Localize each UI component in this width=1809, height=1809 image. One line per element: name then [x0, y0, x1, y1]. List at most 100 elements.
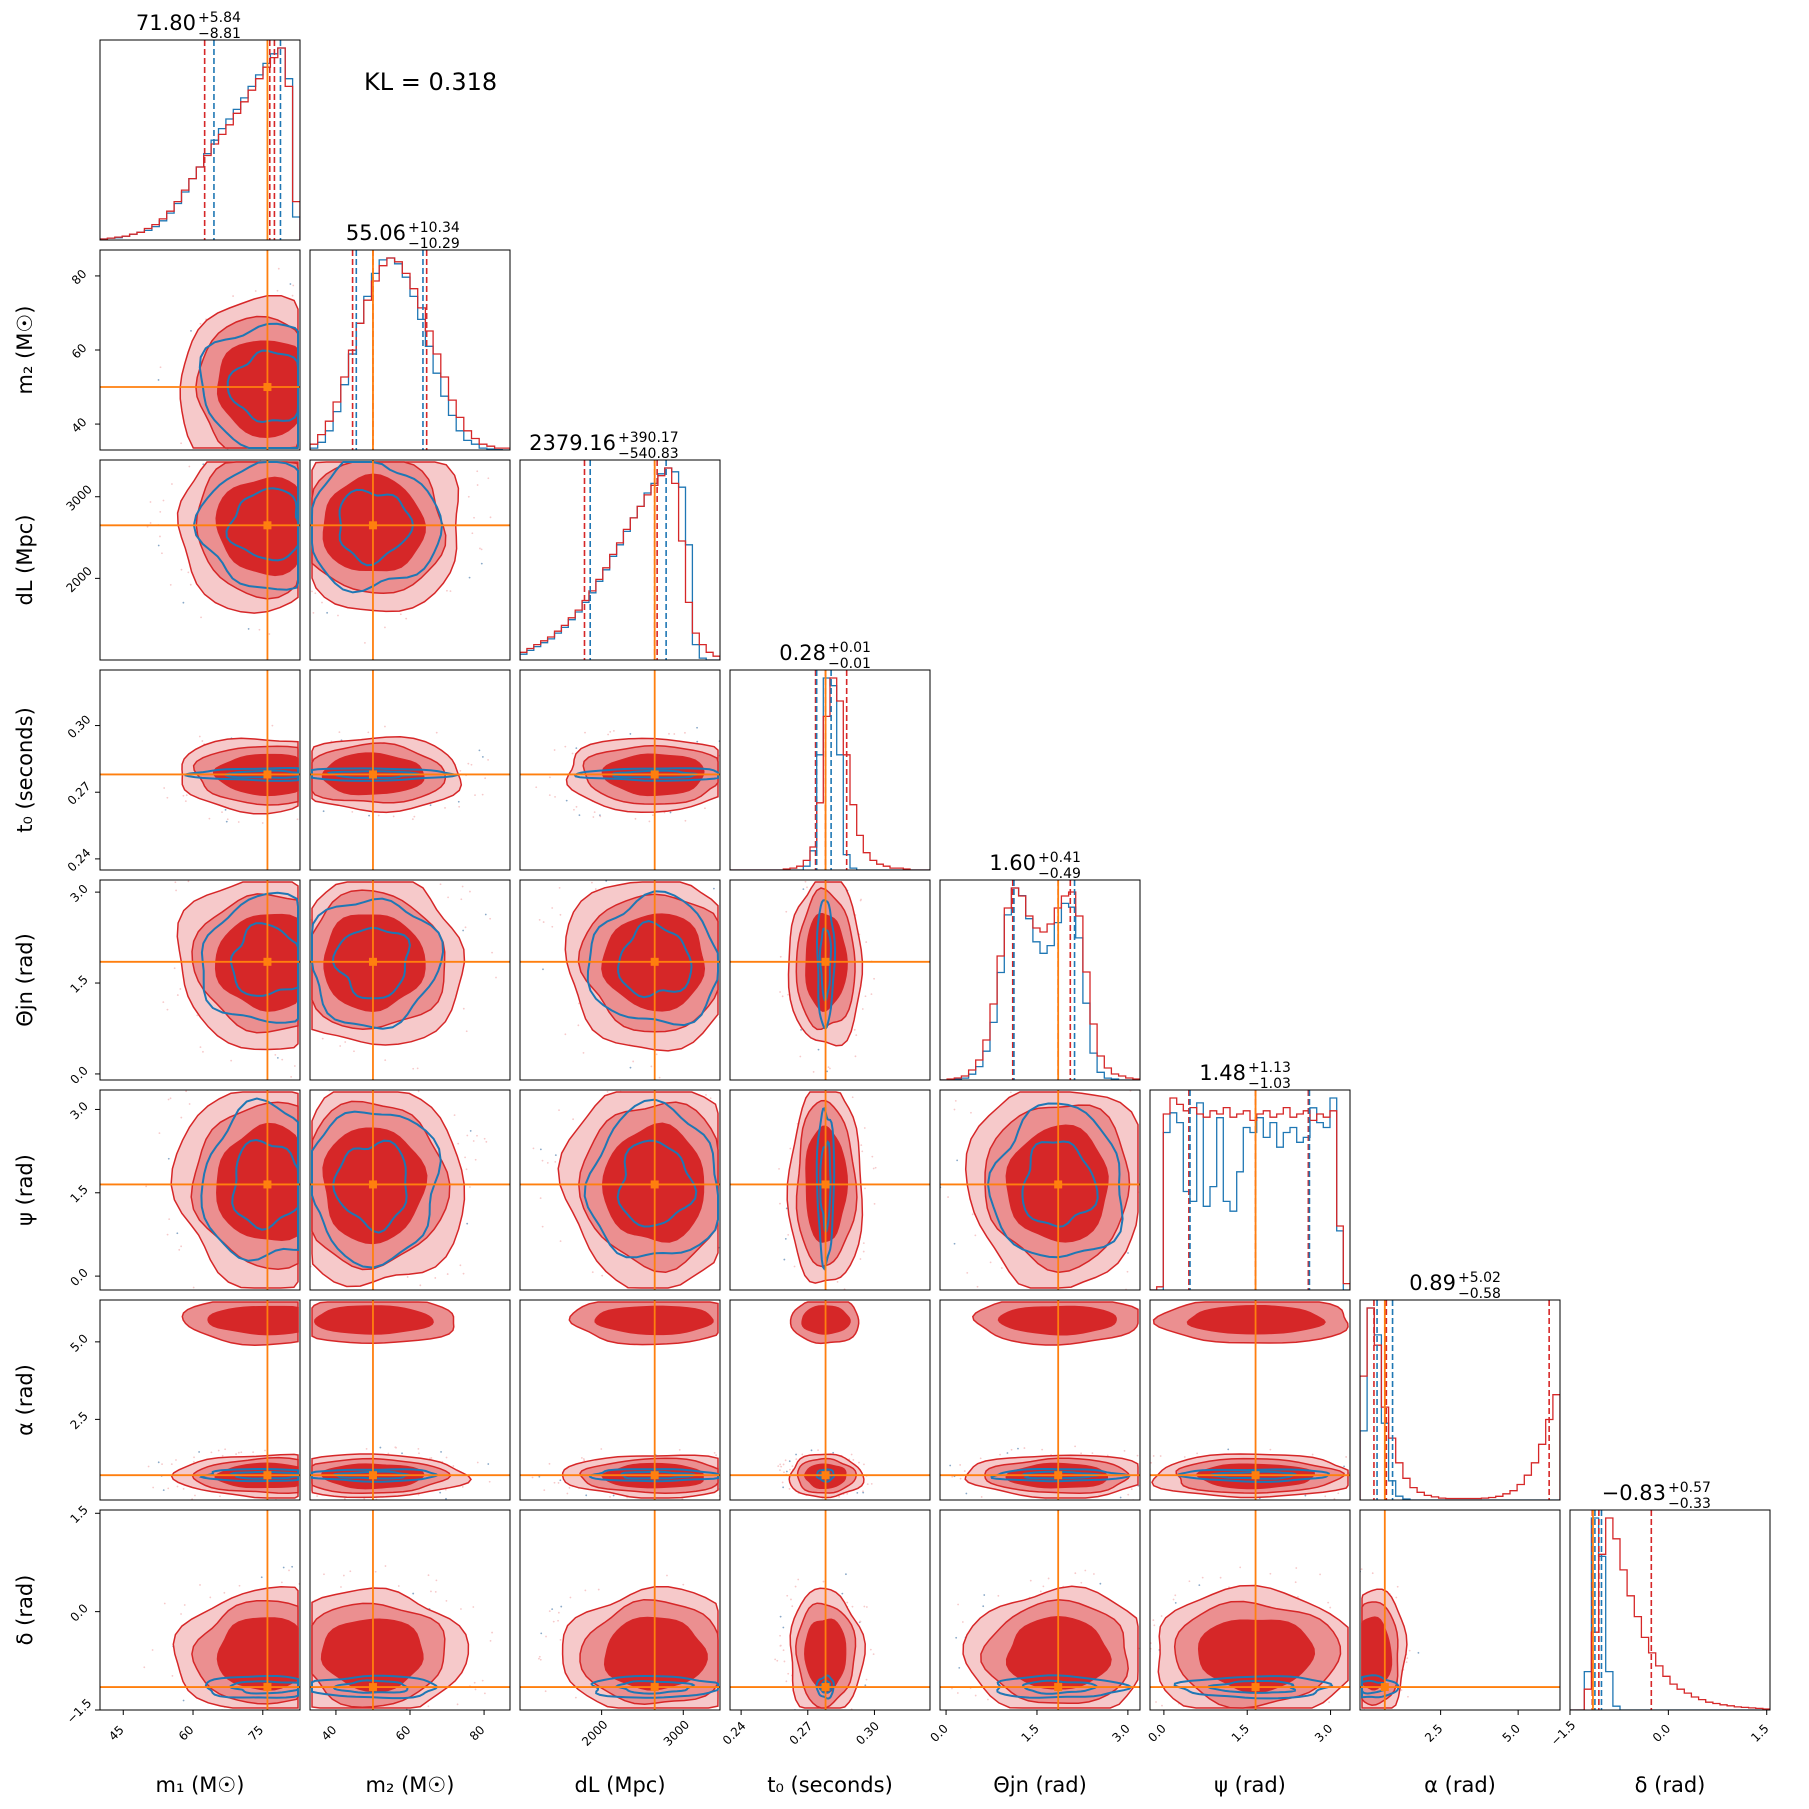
scatter-point — [854, 1055, 857, 1058]
scatter-point — [554, 795, 556, 798]
scatter-point — [859, 1258, 862, 1260]
scatter-point — [729, 1711, 731, 1713]
scatter-point — [673, 1071, 675, 1073]
title-minus-t0: −0.01 — [828, 656, 871, 672]
panel-alpha-m2 — [309, 1299, 511, 1501]
scatter-point — [705, 1094, 707, 1096]
scatter-point — [465, 1168, 468, 1171]
scatter-point — [1023, 1447, 1026, 1449]
scatter-point — [1153, 1624, 1156, 1627]
scatter-point — [538, 1475, 541, 1478]
scatter-point — [311, 1453, 313, 1455]
scatter-point — [444, 445, 446, 447]
scatter-point — [484, 913, 487, 916]
scatter-point — [785, 1207, 788, 1210]
x-tick-label-t0: 0.27 — [787, 1719, 816, 1748]
scatter-point — [182, 1699, 185, 1702]
scatter-point — [171, 483, 173, 485]
scatter-point — [1147, 1200, 1149, 1202]
panel-psi-m1 — [99, 1086, 357, 1298]
scatter-point — [607, 733, 609, 736]
scatter-point — [302, 814, 304, 816]
scatter-point — [779, 1202, 781, 1205]
scatter-point — [776, 1659, 779, 1662]
scatter-point — [819, 1074, 821, 1076]
scatter-point — [1038, 1711, 1040, 1713]
scatter-point — [1333, 1497, 1336, 1500]
scatter-point — [954, 1099, 957, 1102]
scatter-point — [143, 1666, 146, 1669]
scatter-point — [474, 794, 476, 797]
panel-t0-dL — [519, 669, 721, 871]
scatter-point — [254, 1296, 256, 1298]
scatter-point — [196, 1014, 199, 1017]
scatter-point — [366, 415, 368, 417]
scatter-point — [1109, 1083, 1111, 1085]
scatter-point — [859, 1620, 862, 1623]
scatter-point — [449, 1716, 451, 1718]
scatter-point — [199, 322, 202, 325]
truth-marker — [821, 1180, 830, 1189]
panel-frame — [729, 1089, 931, 1291]
scatter-point — [864, 1187, 866, 1190]
panel-frame — [519, 1089, 721, 1291]
scatter-point — [1174, 1594, 1177, 1597]
scatter-point — [646, 1716, 648, 1718]
scatter-point — [162, 499, 165, 502]
scatter-point — [853, 1028, 856, 1031]
scatter-point — [947, 1196, 949, 1198]
scatter-point — [826, 1070, 829, 1073]
scatter-point — [355, 1086, 357, 1088]
scatter-point — [313, 818, 315, 820]
scatter-point — [713, 887, 715, 890]
scatter-point — [193, 1456, 195, 1459]
scatter-point — [864, 995, 867, 998]
scatter-point — [958, 1667, 961, 1669]
scatter-point — [1026, 1063, 1028, 1065]
scatter-point — [1142, 1466, 1144, 1468]
scatter-point — [577, 1002, 580, 1005]
scatter-point — [1252, 1716, 1254, 1718]
scatter-point — [590, 1074, 592, 1076]
x-tick-label-alpha: 5.0 — [1500, 1721, 1523, 1744]
scatter-point — [337, 391, 339, 393]
scatter-point — [824, 1291, 826, 1293]
scatter-point — [488, 1480, 491, 1483]
panel-frame — [99, 669, 301, 871]
scatter-point — [302, 1173, 304, 1175]
scatter-point — [466, 1134, 469, 1137]
scatter-point — [301, 800, 303, 802]
scatter-point — [755, 1160, 757, 1162]
scatter-point — [851, 1605, 854, 1608]
x-tick-label-m1: 75 — [246, 1723, 267, 1744]
panel-frame — [1149, 1089, 1351, 1291]
scatter-point — [1353, 1587, 1355, 1589]
title-value-psi: 1.48 — [1199, 1061, 1246, 1085]
scatter-point — [429, 1457, 431, 1460]
scatter-point — [166, 1233, 169, 1236]
scatter-point — [789, 1147, 792, 1150]
scatter-point — [185, 1090, 188, 1093]
scatter-point — [200, 616, 202, 619]
scatter-point — [768, 1467, 770, 1469]
scatter-point — [479, 547, 481, 550]
scatter-point — [735, 1094, 737, 1096]
scatter-point — [979, 1457, 982, 1460]
scatter-point — [198, 1451, 201, 1453]
title-plus-m1: +5.84 — [198, 10, 241, 26]
title-plus-m2: +10.34 — [408, 220, 460, 236]
panel-frame — [939, 879, 1141, 1081]
scatter-point — [591, 1271, 594, 1274]
scatter-point — [306, 1494, 308, 1496]
scatter-point — [836, 1502, 838, 1504]
panel-frame — [99, 879, 301, 1081]
panel-frame — [309, 1299, 511, 1501]
scatter-point — [327, 340, 329, 342]
scatter-point — [1047, 1577, 1050, 1580]
scatter-point — [1274, 1741, 1276, 1743]
scatter-point — [1188, 1580, 1191, 1583]
scatter-point — [306, 1491, 308, 1493]
scatter-point — [271, 724, 274, 727]
scatter-point — [459, 1264, 462, 1267]
scatter-point — [305, 1724, 307, 1726]
